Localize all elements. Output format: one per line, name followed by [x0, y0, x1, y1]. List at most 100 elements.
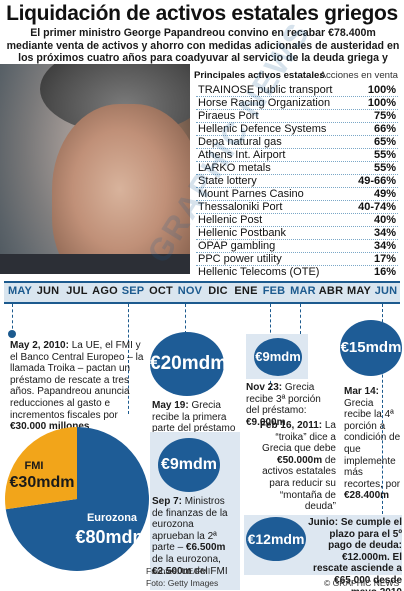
- asset-name: Hellenic Defence Systems: [198, 123, 327, 135]
- event-text: Ministros de finanzas de la eurozona apr…: [152, 496, 228, 554]
- pie-amount-fmi: €30mdm: [9, 474, 75, 491]
- leader-line: [185, 304, 186, 334]
- table-row: PPC power utility 17%: [196, 253, 398, 266]
- table-row: LARKO metals 55%: [196, 162, 398, 175]
- table-row: Depa natural gas 65%: [196, 136, 398, 149]
- table-row: Hellenic Post 40%: [196, 214, 398, 227]
- month-oct: OCT: [149, 285, 173, 297]
- asset-name: LARKO metals: [198, 162, 271, 174]
- event-text: de activos estatales para reducir su “mo…: [262, 454, 336, 513]
- table-row: Athens Int. Airport 55%: [196, 149, 398, 162]
- timeline-bar: MAY JUN JUL AGO SEP OCT NOV DIC ENE FEB …: [4, 281, 400, 304]
- asset-name: Thessaloniki Port: [198, 201, 283, 213]
- table-header-assets: Principales activos estatales: [194, 70, 325, 81]
- asset-name: State lottery: [198, 175, 257, 187]
- table-row: Hellenic Postbank 34%: [196, 227, 398, 240]
- leader-line: [128, 304, 129, 414]
- asset-share: 17%: [373, 253, 396, 265]
- event-amount: €6.500m: [185, 542, 226, 554]
- asset-name: Athens Int. Airport: [198, 149, 286, 161]
- table-row: Hellenic Telecoms (OTE) 16%: [196, 266, 398, 279]
- event-amount: €2.500m: [152, 565, 192, 577]
- event-text: La “troika” dice a Grecia que debe: [262, 420, 336, 455]
- asset-share: 65%: [373, 136, 396, 148]
- timeline-dot: [8, 330, 16, 338]
- papandreou-photo: [0, 64, 200, 274]
- asset-share: 66%: [373, 123, 396, 135]
- asset-share: 34%: [373, 240, 396, 252]
- bubble-9mdm-nov: €9mdm: [254, 338, 302, 376]
- bubble-20mdm: €20mdm: [150, 332, 227, 396]
- bailout-pie-chart: [4, 427, 149, 571]
- asset-name: TRAINOSE public transport: [198, 84, 333, 96]
- footer-sources: Fuentes: UE/FMI: [146, 566, 211, 576]
- month-nov: NOV: [177, 285, 203, 297]
- event-amount: €50.000m: [277, 454, 323, 466]
- event-text: El rescate asciende a €65.000 desde mayo…: [313, 551, 402, 591]
- table-row: Hellenic Defence Systems 66%: [196, 123, 398, 136]
- leader-line: [12, 304, 13, 334]
- asset-name: Hellenic Postbank: [198, 227, 287, 239]
- footer-credit: © GRAPHIC NEWS: [324, 578, 400, 588]
- event-sep-7: Sep 7: Ministros de finanzas de la euroz…: [152, 496, 236, 577]
- asset-share: 55%: [373, 149, 396, 161]
- table-row: TRAINOSE public transport 100%: [196, 84, 398, 97]
- asset-share: 34%: [373, 227, 396, 239]
- pie-label-fmi: FMI: [8, 460, 60, 472]
- month-feb: FEB: [262, 285, 286, 297]
- leader-line: [300, 304, 301, 334]
- asset-share: 49-66%: [358, 175, 396, 187]
- month-ago: AGO: [92, 285, 118, 297]
- asset-share: 40-74%: [358, 201, 396, 213]
- event-date: May 2, 2010:: [10, 340, 69, 351]
- table-row: OPAP gambling 34%: [196, 240, 398, 253]
- asset-name: PPC power utility: [198, 253, 282, 265]
- month-jun-2010: JUN: [36, 285, 60, 297]
- table-row: State lottery 49-66%: [196, 175, 398, 188]
- month-may-2011: MAY: [346, 285, 372, 297]
- month-jul: JUL: [66, 285, 88, 297]
- footer-photo: Foto: Getty Images: [146, 578, 219, 588]
- asset-name: OPAP gambling: [198, 240, 276, 252]
- pie-slice-eurozona: [5, 427, 149, 571]
- event-mar-14: Mar 14: Grecia recibe la 4ª porción a co…: [344, 386, 402, 502]
- asset-name: Piraeus Port: [198, 110, 259, 122]
- fmi-label: FMI: [24, 460, 44, 472]
- asset-share: 55%: [373, 162, 396, 174]
- event-date: Mar 14:: [344, 386, 380, 397]
- event-date: May 19:: [152, 400, 189, 411]
- table-header-shares: Acciones en venta: [319, 70, 398, 81]
- event-may-19: May 19: Grecia recibe la primera parte d…: [152, 400, 246, 435]
- asset-name: Hellenic Telecoms (OTE): [198, 266, 320, 278]
- event-amount: €30.000 millones: [10, 421, 90, 433]
- asset-name: Hellenic Post: [198, 214, 263, 226]
- table-row: Piraeus Port 75%: [196, 110, 398, 123]
- month-mar: MAR: [290, 285, 316, 297]
- month-ene: ENE: [234, 285, 258, 297]
- pie-amount-eurozona: €80mdm: [75, 527, 149, 547]
- event-may-2: May 2, 2010: La UE, el FMI y el Banco Ce…: [10, 340, 148, 433]
- month-jun-2011: JUN: [374, 285, 398, 297]
- asset-share: 16%: [373, 266, 396, 278]
- event-amount: €9.000m: [246, 416, 286, 428]
- event-date: Feb 16, 2011:: [259, 420, 323, 431]
- pie-label-eurozona: Eurozona: [86, 512, 138, 524]
- pie-slice-fmi: [4, 427, 77, 510]
- table-header: Principales activos estatales Acciones e…: [194, 70, 400, 84]
- leader-line: [382, 304, 383, 514]
- month-dic: DIC: [208, 285, 228, 297]
- event-text: Junio: Se cumple el plazo para el 5º pag…: [308, 517, 402, 563]
- event-text: Grecia recibe la 4ª porción a condición …: [344, 397, 401, 490]
- asset-share: 49%: [373, 188, 396, 200]
- bubble-15mdm: €15mdm: [340, 320, 402, 376]
- asset-share: 100%: [367, 97, 396, 109]
- event-amount: €28.400m: [344, 490, 390, 502]
- table-row: Thessaloniki Port 40-74%: [196, 201, 398, 214]
- event-feb-16: Feb 16, 2011: La “troika” dice a Grecia …: [246, 420, 336, 513]
- event-date: Nov 23:: [246, 382, 283, 393]
- event-text: Grecia recibe la primera parte del prést…: [152, 400, 236, 435]
- title: Liquidación de activos estatales griegos: [6, 2, 398, 25]
- event-text: Grecia recibe 3ª porción del préstamo:: [246, 382, 321, 417]
- bubble-12mdm: €12mdm: [246, 517, 306, 561]
- bubble-9mdm-sep: €9mdm: [158, 438, 220, 492]
